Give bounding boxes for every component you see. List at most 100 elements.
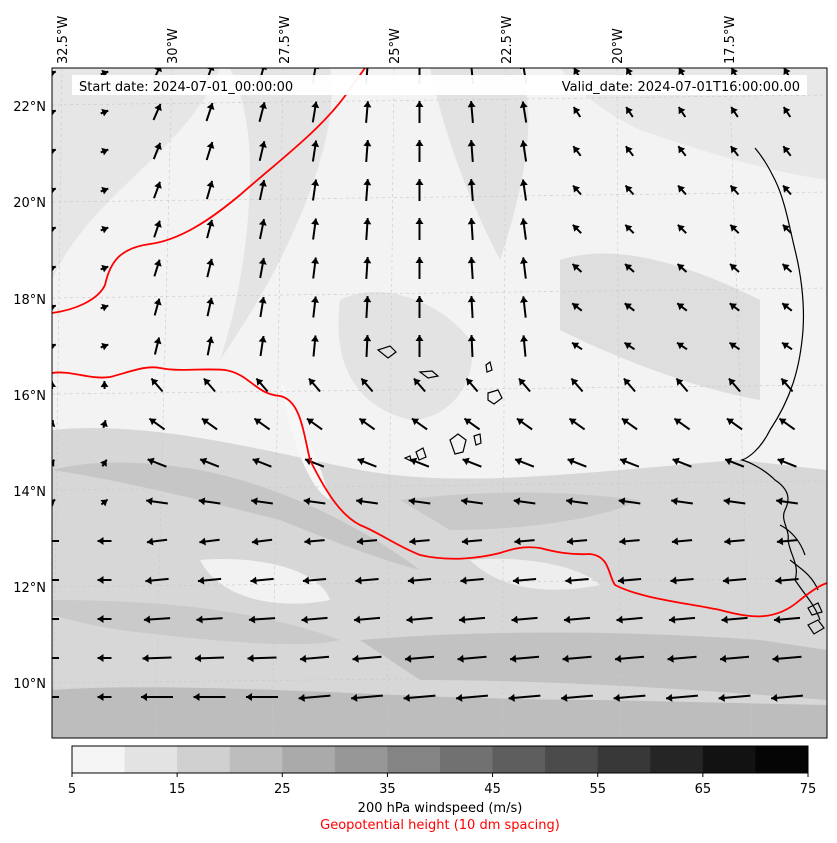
wind-arrow-icon <box>666 693 673 702</box>
wind-arrow-icon <box>782 224 790 232</box>
wind-arrow-icon <box>620 457 628 466</box>
wind-arrow-icon <box>415 296 424 302</box>
wind-arrow-icon <box>730 224 738 232</box>
wind-arrow-icon <box>403 693 410 702</box>
wind-arrow-icon <box>101 303 109 312</box>
geopotential-contour-north <box>52 68 366 314</box>
wind-arrow-icon <box>459 615 466 624</box>
wind-arrow-icon <box>671 497 678 506</box>
wind-arrow-icon <box>45 693 51 701</box>
colorbar-tick-label: 55 <box>589 782 606 797</box>
colorbar-swatch <box>650 746 704 773</box>
colorbar-swatch <box>492 746 546 773</box>
wind-arrow-icon <box>730 185 738 193</box>
wind-arrow-icon <box>52 187 56 194</box>
wind-arrow-icon <box>151 378 159 386</box>
wind-arrow-icon <box>677 264 685 271</box>
wind-arrow-icon <box>154 181 162 189</box>
wind-arrow-icon <box>626 107 633 115</box>
wind-arrow-icon <box>153 337 162 345</box>
wind-arrow-icon <box>196 615 203 624</box>
wind-arrow-icon <box>206 68 215 72</box>
wind-arrow-icon <box>259 141 267 148</box>
wind-arrow-icon <box>508 693 515 702</box>
colorbar-swatch <box>124 746 178 773</box>
wind-arrow-icon <box>361 378 369 386</box>
wind-arrow-icon <box>252 457 260 466</box>
wind-arrow-icon <box>519 140 528 147</box>
wind-arrow-icon <box>100 381 109 388</box>
wind-arrow-icon <box>311 335 319 342</box>
wind-arrow-icon <box>782 264 790 271</box>
wind-arrow-icon <box>572 303 580 311</box>
wind-arrow-icon <box>467 179 476 186</box>
wind-arrow-icon <box>678 68 686 75</box>
wind-arrow-icon <box>52 226 56 233</box>
wind-arrow-icon <box>617 576 625 585</box>
wind-arrow-icon <box>519 218 528 225</box>
wind-arrow-icon <box>363 218 372 225</box>
wind-arrow-icon <box>411 418 420 426</box>
wind-arrow-icon <box>782 303 790 311</box>
wind-arrow-icon <box>466 378 474 386</box>
wind-arrow-icon <box>45 615 51 623</box>
wind-arrow-icon <box>97 537 104 545</box>
wind-arrow-icon <box>206 336 215 344</box>
wind-arrow-icon <box>356 497 363 506</box>
wind-arrow-icon <box>259 180 267 187</box>
wind-arrow-icon <box>467 68 473 69</box>
wind-arrow-icon <box>415 335 424 341</box>
colorbar-tick-label: 25 <box>274 782 291 797</box>
colorbar-swatch <box>282 746 336 773</box>
wind-arrow-icon <box>410 457 418 466</box>
wind-arrow-icon <box>415 179 424 185</box>
colorbar-swatch <box>755 746 809 773</box>
wind-arrow-icon <box>146 497 153 506</box>
wind-arrow-icon <box>409 537 416 546</box>
wind-arrow-icon <box>298 693 305 702</box>
wind-arrow-icon <box>101 108 109 117</box>
wind-arrow-icon <box>561 693 568 702</box>
wind-arrow-icon <box>45 537 51 545</box>
wind-arrow-icon <box>154 220 162 228</box>
wind-arrow-icon <box>519 179 528 186</box>
wind-arrow-icon <box>723 497 731 506</box>
wind-arrow-icon <box>145 576 152 585</box>
wind-arrow-icon <box>311 101 320 109</box>
wind-arrow-icon <box>520 257 528 264</box>
wind-arrow-icon <box>101 186 109 195</box>
wind-arrow-icon <box>311 140 320 148</box>
wind-arrow-icon <box>728 378 736 386</box>
wind-arrow-icon <box>206 258 215 266</box>
wind-arrow-icon <box>726 418 735 426</box>
wind-arrow-icon <box>618 497 626 506</box>
wind-arrow-icon <box>460 576 467 585</box>
wind-arrow-icon <box>52 265 56 272</box>
wind-arrow-icon <box>573 68 581 75</box>
colorbar-tick-label: 35 <box>379 782 396 797</box>
wind-arrow-icon <box>619 537 626 546</box>
wind-arrow-icon <box>564 615 571 624</box>
wind-arrow-icon <box>416 62 424 68</box>
wind-arrow-icon <box>100 459 107 467</box>
wind-arrow-icon <box>52 459 55 467</box>
lat-label: 20°N <box>13 196 46 211</box>
wind-arrow-icon <box>247 654 254 663</box>
wind-arrow-icon <box>304 537 311 546</box>
wind-arrow-icon <box>625 264 633 271</box>
windspeed-shading <box>52 68 827 738</box>
wind-arrow-icon <box>351 693 358 702</box>
wind-arrow-icon <box>720 654 727 663</box>
wind-arrow-icon <box>783 185 790 193</box>
wind-arrow-icon <box>311 218 320 225</box>
wind-arrow-icon <box>621 418 630 426</box>
wind-arrow-icon <box>467 218 476 225</box>
wind-arrow-icon <box>311 296 319 303</box>
wind-arrow-icon <box>300 654 307 663</box>
wind-arrow-icon <box>363 140 372 147</box>
wind-arrow-icon <box>676 378 684 386</box>
wind-arrow-icon <box>771 693 778 702</box>
wind-arrow-icon <box>670 576 677 585</box>
wind-arrow-icon <box>147 457 155 466</box>
colorbar-ticks: 5 15 25 35 45 55 65 75 <box>68 773 816 797</box>
